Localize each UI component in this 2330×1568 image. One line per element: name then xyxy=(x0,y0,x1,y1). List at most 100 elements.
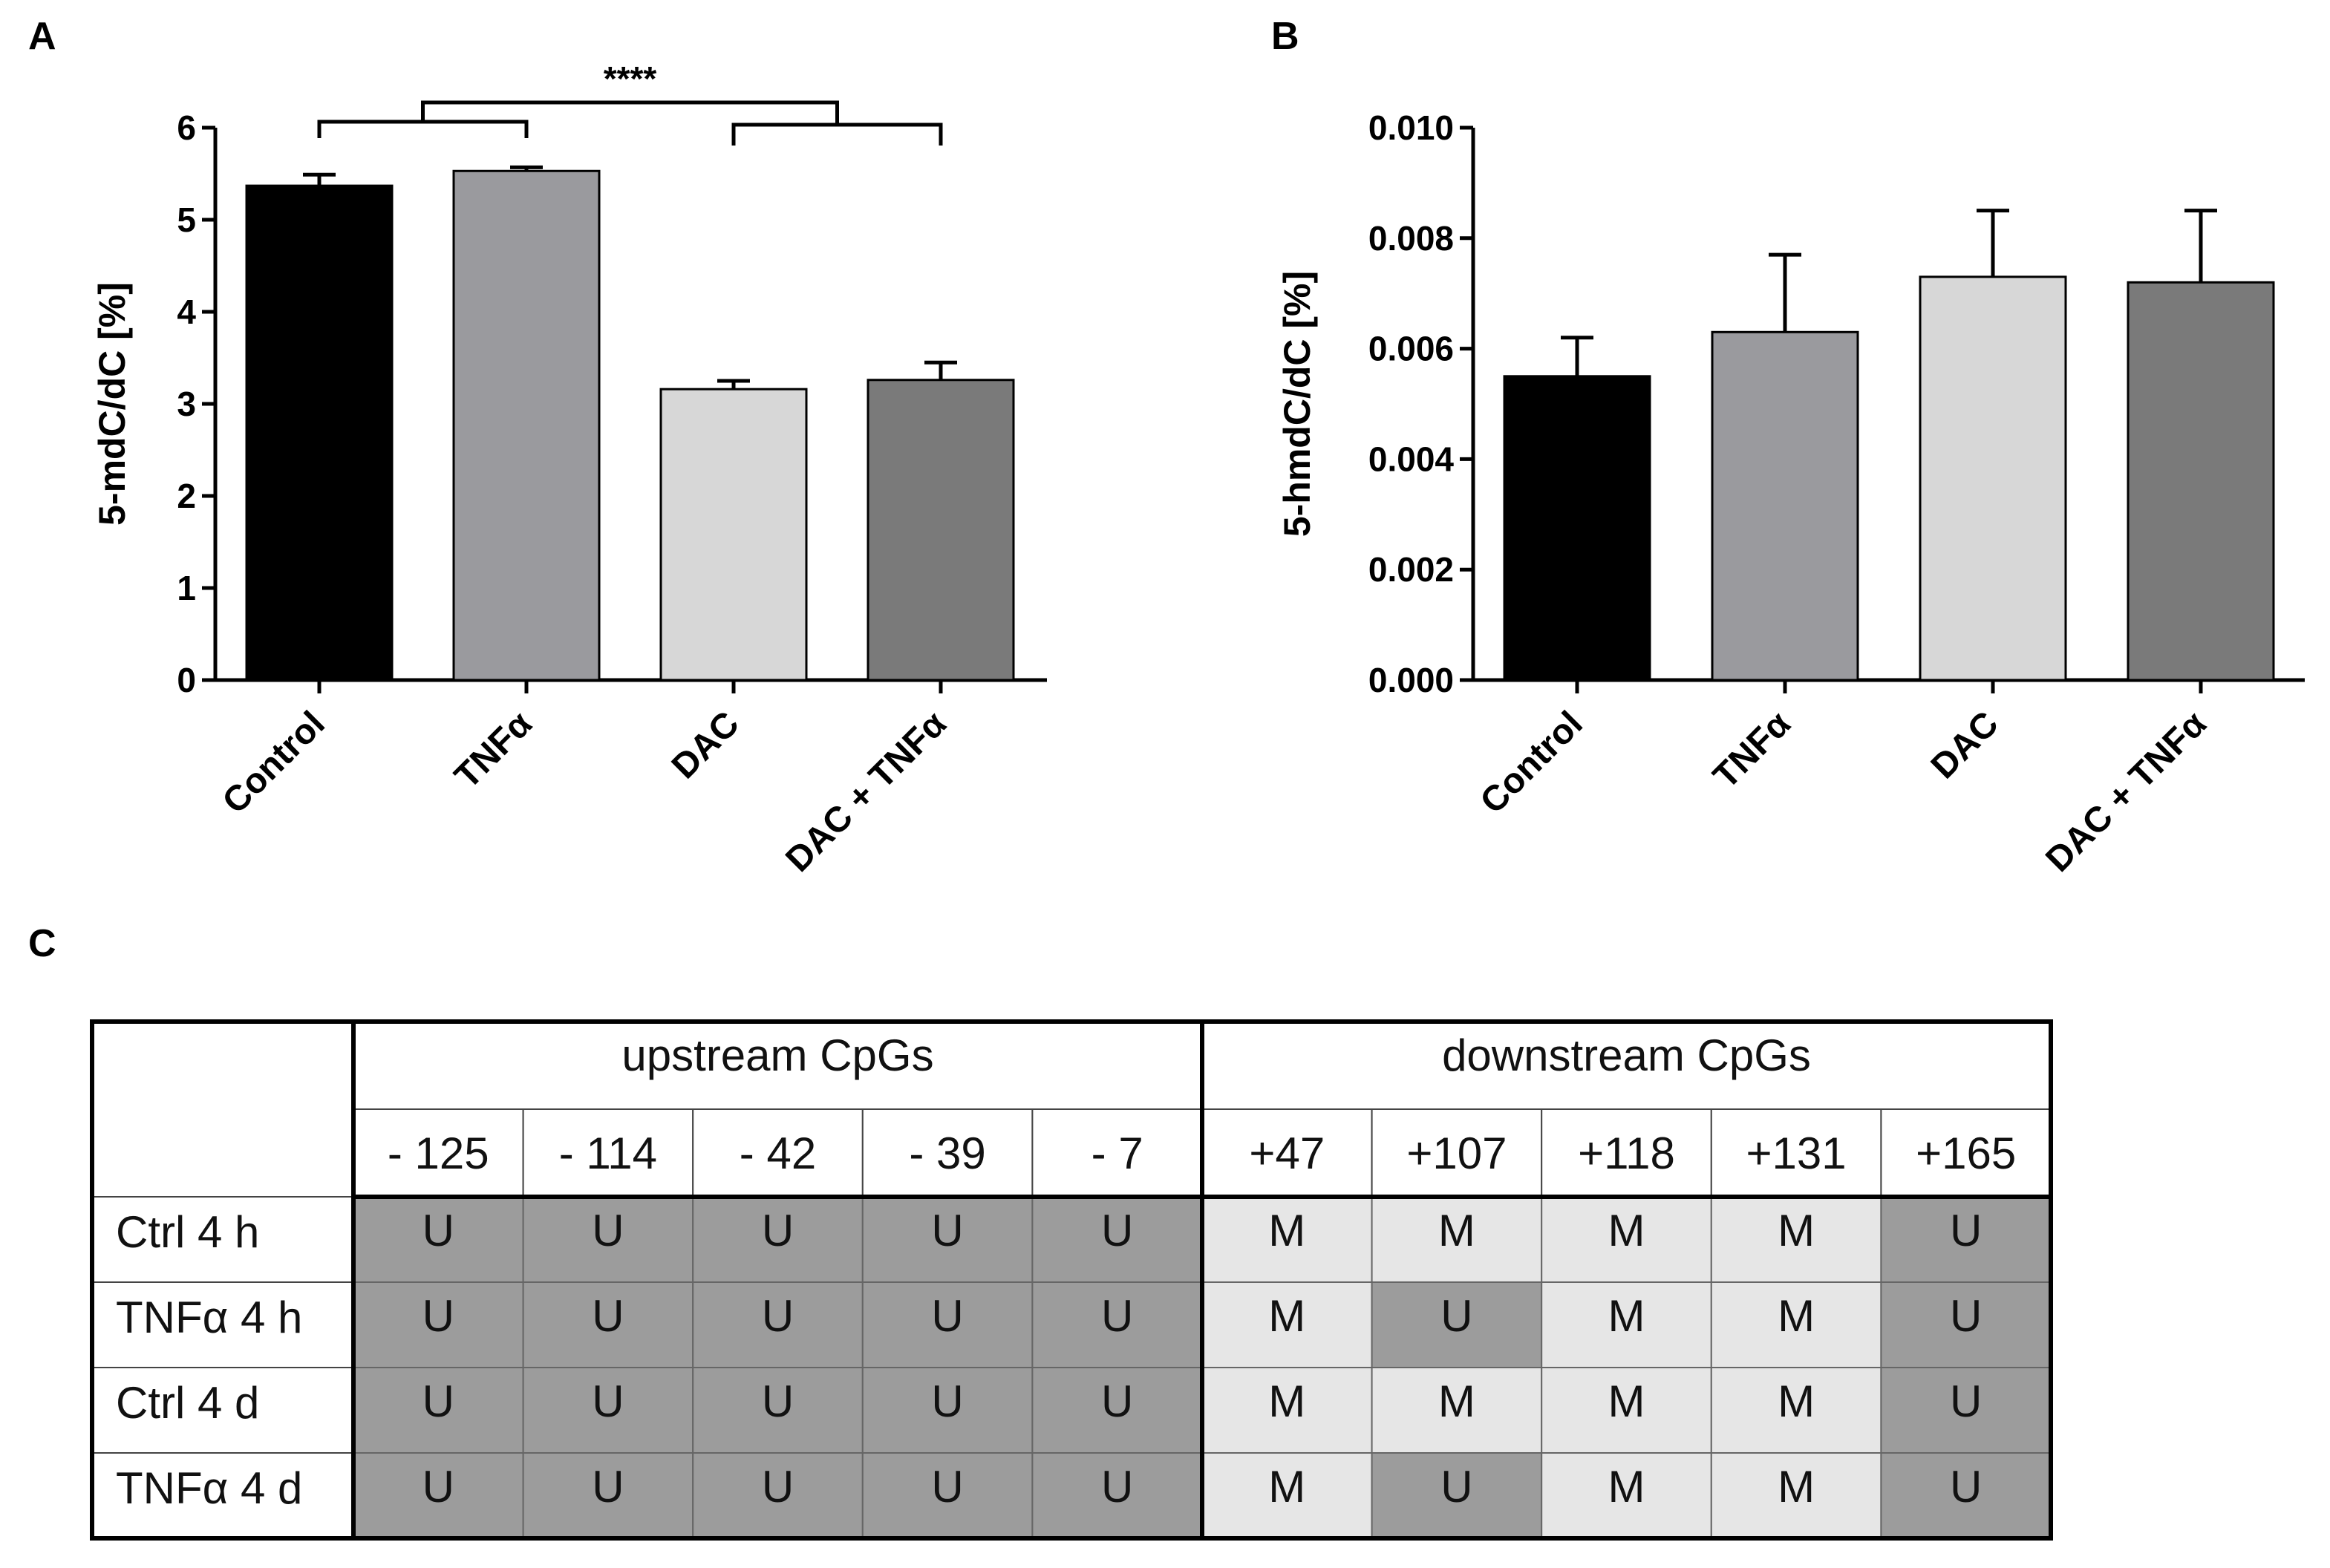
table-column-header-cell xyxy=(1371,1108,1543,1198)
table-column-header: +165 xyxy=(1916,1128,2016,1178)
table-cell-value: U xyxy=(931,1376,963,1426)
table-cell xyxy=(522,1452,694,1539)
table-cell xyxy=(1201,1367,1373,1454)
chart-a-significance-label: **** xyxy=(604,59,657,98)
table-column-header: +118 xyxy=(1578,1128,1675,1178)
table-cell-value: M xyxy=(1608,1462,1645,1512)
table-cell-value: U xyxy=(1440,1291,1472,1341)
panel-label-c: C xyxy=(28,922,56,965)
chart-a-bar xyxy=(867,379,1015,682)
chart-b: 0.000 0.002 0.004 0.006 0.008 0.010 5-hmdC/dC … xyxy=(1276,108,2305,880)
table-cell xyxy=(1371,1452,1543,1539)
chart-b-y-tick-label: 0.004 xyxy=(1368,440,1455,478)
table-row-label-cell xyxy=(91,1452,354,1539)
table-cell-value: U xyxy=(1950,1206,1982,1255)
table-cell-value: U xyxy=(931,1462,963,1512)
table-cell-value: M xyxy=(1608,1291,1645,1341)
chart-a-y-tick-label: 4 xyxy=(177,293,196,331)
table-cell-value: M xyxy=(1778,1462,1815,1512)
chart-b-y-tick-label: 0.006 xyxy=(1368,330,1454,368)
table-cell-value: U xyxy=(592,1462,624,1512)
table-cell xyxy=(1031,1281,1204,1368)
table-cell-value: U xyxy=(1101,1206,1133,1255)
table-cell xyxy=(861,1196,1034,1283)
table-cell xyxy=(1880,1367,2052,1454)
chart-a-sig-bracket-right xyxy=(731,122,943,146)
chart-a-bar xyxy=(245,184,394,682)
table-cell-value: U xyxy=(422,1462,454,1512)
table-column-header: +131 xyxy=(1746,1128,1847,1178)
table-cell-value: M xyxy=(1778,1206,1815,1255)
chart-b-bar xyxy=(1503,375,1651,682)
table-column-header-cell xyxy=(353,1108,524,1198)
table-cell-value: U xyxy=(1101,1291,1133,1341)
table-cell-value: U xyxy=(422,1376,454,1426)
table-row-label: Ctrl 4 h xyxy=(116,1207,259,1257)
chart-b-y-tick-label: 0.002 xyxy=(1368,550,1454,589)
table-group-header: downstream CpGs xyxy=(1442,1030,1811,1080)
table-cell-value: M xyxy=(1268,1376,1305,1426)
table-cell xyxy=(861,1281,1034,1368)
table-cell xyxy=(1710,1367,1882,1454)
table-corner-cell xyxy=(91,1021,354,1198)
chart-b-y-tick-label: 0.010 xyxy=(1368,108,1454,147)
table-column-header-cell xyxy=(522,1108,694,1198)
table-cell xyxy=(1371,1196,1543,1283)
chart-a-sig-bracket-top xyxy=(421,100,839,125)
table-cell-value: M xyxy=(1438,1206,1475,1255)
panel-label-b: B xyxy=(1271,15,1299,58)
table-cell xyxy=(522,1196,694,1283)
table-cell-value: U xyxy=(1440,1462,1472,1512)
table-cell-value: U xyxy=(762,1291,794,1341)
table-cell xyxy=(1880,1281,2052,1368)
table-cell xyxy=(1541,1281,1712,1368)
table-column-header: - 125 xyxy=(388,1128,489,1178)
chart-a-bar xyxy=(659,388,808,682)
table-cell xyxy=(1541,1196,1712,1283)
table-cell-value: U xyxy=(931,1206,963,1255)
chart-b-bar xyxy=(1711,330,1859,682)
table-cell-value: U xyxy=(1101,1376,1133,1426)
table-cell xyxy=(1201,1196,1373,1283)
chart-a: 0 1 2 3 4 5 6 5-mdC/dC [%] Control TNFα DAC DAC + T… xyxy=(91,59,1047,880)
table-cell xyxy=(522,1281,694,1368)
table-row-label-cell xyxy=(91,1196,354,1283)
table-cell xyxy=(692,1452,864,1539)
chart-b-y-axis-label: 5-hmdC/dC [%] xyxy=(1276,271,1318,537)
table-row-label: TNFα 4 h xyxy=(116,1293,302,1342)
table-cell-value: U xyxy=(931,1291,963,1341)
chart-a-category-label: DAC xyxy=(665,704,747,786)
table-column-header: - 42 xyxy=(740,1128,816,1178)
table-cell xyxy=(861,1452,1034,1539)
table-column-header: - 39 xyxy=(909,1128,985,1178)
table-cell xyxy=(692,1281,864,1368)
chart-a-category-label: DAC + TNFα xyxy=(778,704,954,880)
chart-b-category-label: DAC + TNFα xyxy=(2038,704,2214,880)
table-cell-value: U xyxy=(1101,1462,1133,1512)
chart-a-y-axis-label: 5-mdC/dC [%] xyxy=(91,282,133,526)
table-cell-value: U xyxy=(592,1206,624,1255)
chart-a-category-label: Control xyxy=(215,704,333,821)
table-cell-value: U xyxy=(1950,1376,1982,1426)
table-row-label-cell xyxy=(91,1281,354,1368)
table-cell-value: U xyxy=(422,1206,454,1255)
table-cell-value: M xyxy=(1778,1376,1815,1426)
table-group-header: upstream CpGs xyxy=(621,1030,933,1080)
panel-label-a: A xyxy=(28,15,56,58)
chart-a-y-tick-label: 3 xyxy=(177,385,196,423)
table-cell xyxy=(1371,1367,1543,1454)
table-cell xyxy=(1541,1452,1712,1539)
table-cell xyxy=(1710,1196,1882,1283)
table-cell-value: M xyxy=(1268,1462,1305,1512)
table-cell-value: U xyxy=(592,1376,624,1426)
chart-a-y-tick-label: 5 xyxy=(177,200,196,239)
table-cell-value: U xyxy=(1950,1462,1982,1512)
table-column-header-cell xyxy=(692,1108,864,1198)
table-row-label: TNFα 4 d xyxy=(116,1463,302,1513)
table-outer-border xyxy=(90,1019,2053,1541)
table-cell-value: U xyxy=(762,1462,794,1512)
table-column-header-cell xyxy=(1880,1108,2052,1198)
table-cell xyxy=(1710,1281,1882,1368)
table-column-header: - 114 xyxy=(559,1128,657,1178)
